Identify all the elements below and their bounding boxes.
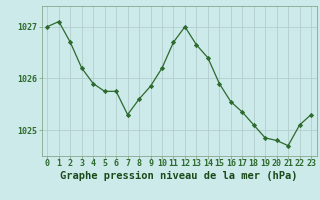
X-axis label: Graphe pression niveau de la mer (hPa): Graphe pression niveau de la mer (hPa) xyxy=(60,171,298,181)
